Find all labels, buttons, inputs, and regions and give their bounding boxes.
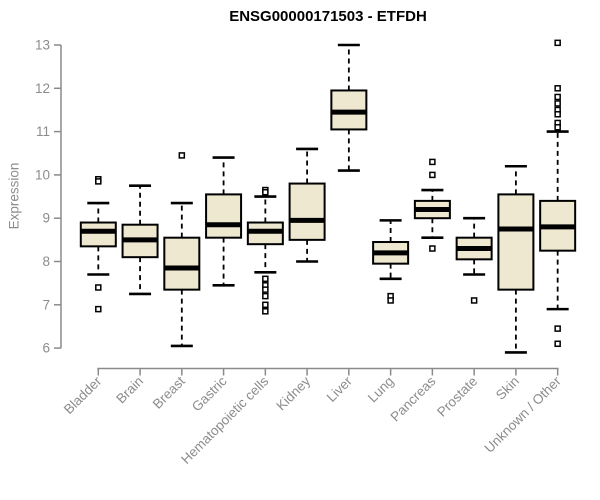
iqr-box xyxy=(497,193,535,291)
box-unknown-other xyxy=(539,39,577,348)
x-tick-label: Liver xyxy=(324,373,356,405)
y-tick-label: 11 xyxy=(36,124,50,139)
y-tick-label: 6 xyxy=(42,341,50,356)
iqr-box xyxy=(288,182,326,241)
box-prostate xyxy=(455,216,493,304)
outlier-point xyxy=(262,292,269,300)
box-hematopoietic-cells xyxy=(246,186,284,315)
box-kidney xyxy=(288,147,326,263)
box-skin xyxy=(497,164,535,354)
x-tick-label: Kidney xyxy=(273,373,313,413)
outlier-point xyxy=(429,245,436,252)
outlier-point xyxy=(429,171,436,179)
box-brain xyxy=(121,184,159,296)
box-lung xyxy=(372,219,410,304)
outlier-point xyxy=(554,93,561,101)
box-gastric xyxy=(205,156,243,287)
iqr-box xyxy=(163,236,201,291)
x-tick-label: Bladder xyxy=(61,373,105,417)
x-tick-label: Lung xyxy=(365,374,397,406)
x-tick-label: Unknown / Other xyxy=(482,373,565,456)
outlier-point xyxy=(95,178,102,185)
box-bladder xyxy=(79,175,117,313)
y-tick-label: 7 xyxy=(42,297,50,312)
x-tick-label: Prostate xyxy=(434,374,480,420)
iqr-box xyxy=(205,193,243,239)
outlier-point xyxy=(262,286,269,293)
iqr-box xyxy=(79,221,117,248)
y-tick-label: 13 xyxy=(35,38,50,53)
outlier-point xyxy=(554,111,561,118)
outlier-point xyxy=(95,284,102,291)
outlier-point xyxy=(554,85,561,92)
outlier-point xyxy=(262,188,269,196)
outlier-point xyxy=(262,308,269,315)
box-breast xyxy=(163,152,201,348)
x-tick-label: Breast xyxy=(150,373,188,411)
x-tick-label: Brain xyxy=(113,374,146,407)
x-tick-label: Gastric xyxy=(189,373,230,414)
box-liver xyxy=(330,43,368,172)
y-tick-label: 10 xyxy=(35,167,50,182)
y-tick-label: 8 xyxy=(42,254,50,269)
y-tick-label: 12 xyxy=(35,81,50,96)
outlier-point xyxy=(554,325,561,332)
y-axis-title: Expression xyxy=(6,162,22,230)
y-tick-label: 9 xyxy=(42,211,50,226)
outlier-point xyxy=(554,39,561,47)
outlier-point xyxy=(262,275,269,283)
outlier-point xyxy=(554,340,561,348)
chart-title: ENSG00000171503 - ETFDH xyxy=(229,8,427,25)
outlier-point xyxy=(95,305,102,313)
outlier-point xyxy=(470,297,478,304)
box-pancreas xyxy=(413,158,451,252)
outlier-point xyxy=(554,124,561,131)
x-tick-label: Skin xyxy=(493,374,522,403)
outlier-point xyxy=(387,297,394,304)
outlier-point xyxy=(554,100,561,107)
outlier-point xyxy=(178,152,186,159)
outlier-point xyxy=(429,158,436,166)
x-tick-label: Pancreas xyxy=(388,373,439,424)
outlier-point xyxy=(262,301,269,309)
